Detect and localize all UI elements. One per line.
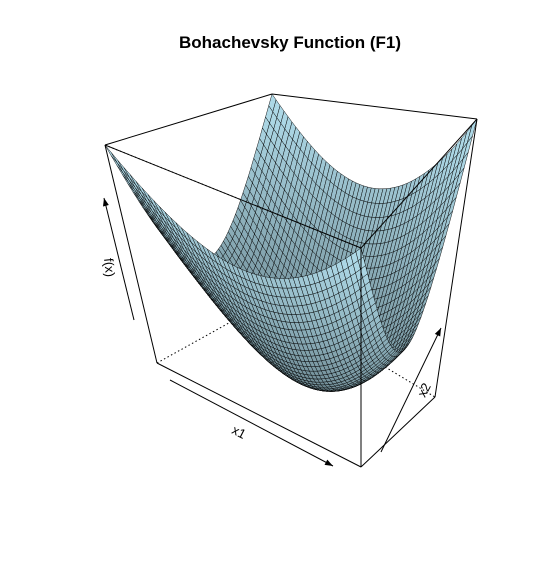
box-edge bbox=[360, 118, 478, 249]
box-edge bbox=[104, 144, 158, 364]
x-axis-arrow-head bbox=[324, 459, 333, 466]
box-edge bbox=[434, 118, 478, 398]
box-edge bbox=[360, 396, 436, 468]
box-edge bbox=[271, 93, 478, 120]
y-axis-arrow bbox=[380, 327, 442, 453]
y-axis-label: x2 bbox=[414, 380, 434, 399]
z-axis-arrow-head bbox=[102, 198, 109, 207]
chart-title: Bohachevsky Function (F1) bbox=[179, 33, 401, 52]
box-edge bbox=[104, 93, 273, 146]
box-edge bbox=[104, 144, 362, 249]
z-axis-label: f(x) bbox=[101, 257, 118, 277]
z-axis-arrow bbox=[103, 197, 135, 321]
x-axis-label: x1 bbox=[230, 422, 249, 442]
surface-facet bbox=[111, 152, 124, 171]
x-axis-arrow bbox=[169, 379, 334, 467]
axis-arrows bbox=[102, 197, 442, 467]
box-front-edges bbox=[104, 93, 478, 468]
surface-mesh bbox=[104, 93, 478, 392]
box-edge bbox=[156, 362, 362, 468]
y-axis-arrow-head bbox=[434, 328, 441, 337]
